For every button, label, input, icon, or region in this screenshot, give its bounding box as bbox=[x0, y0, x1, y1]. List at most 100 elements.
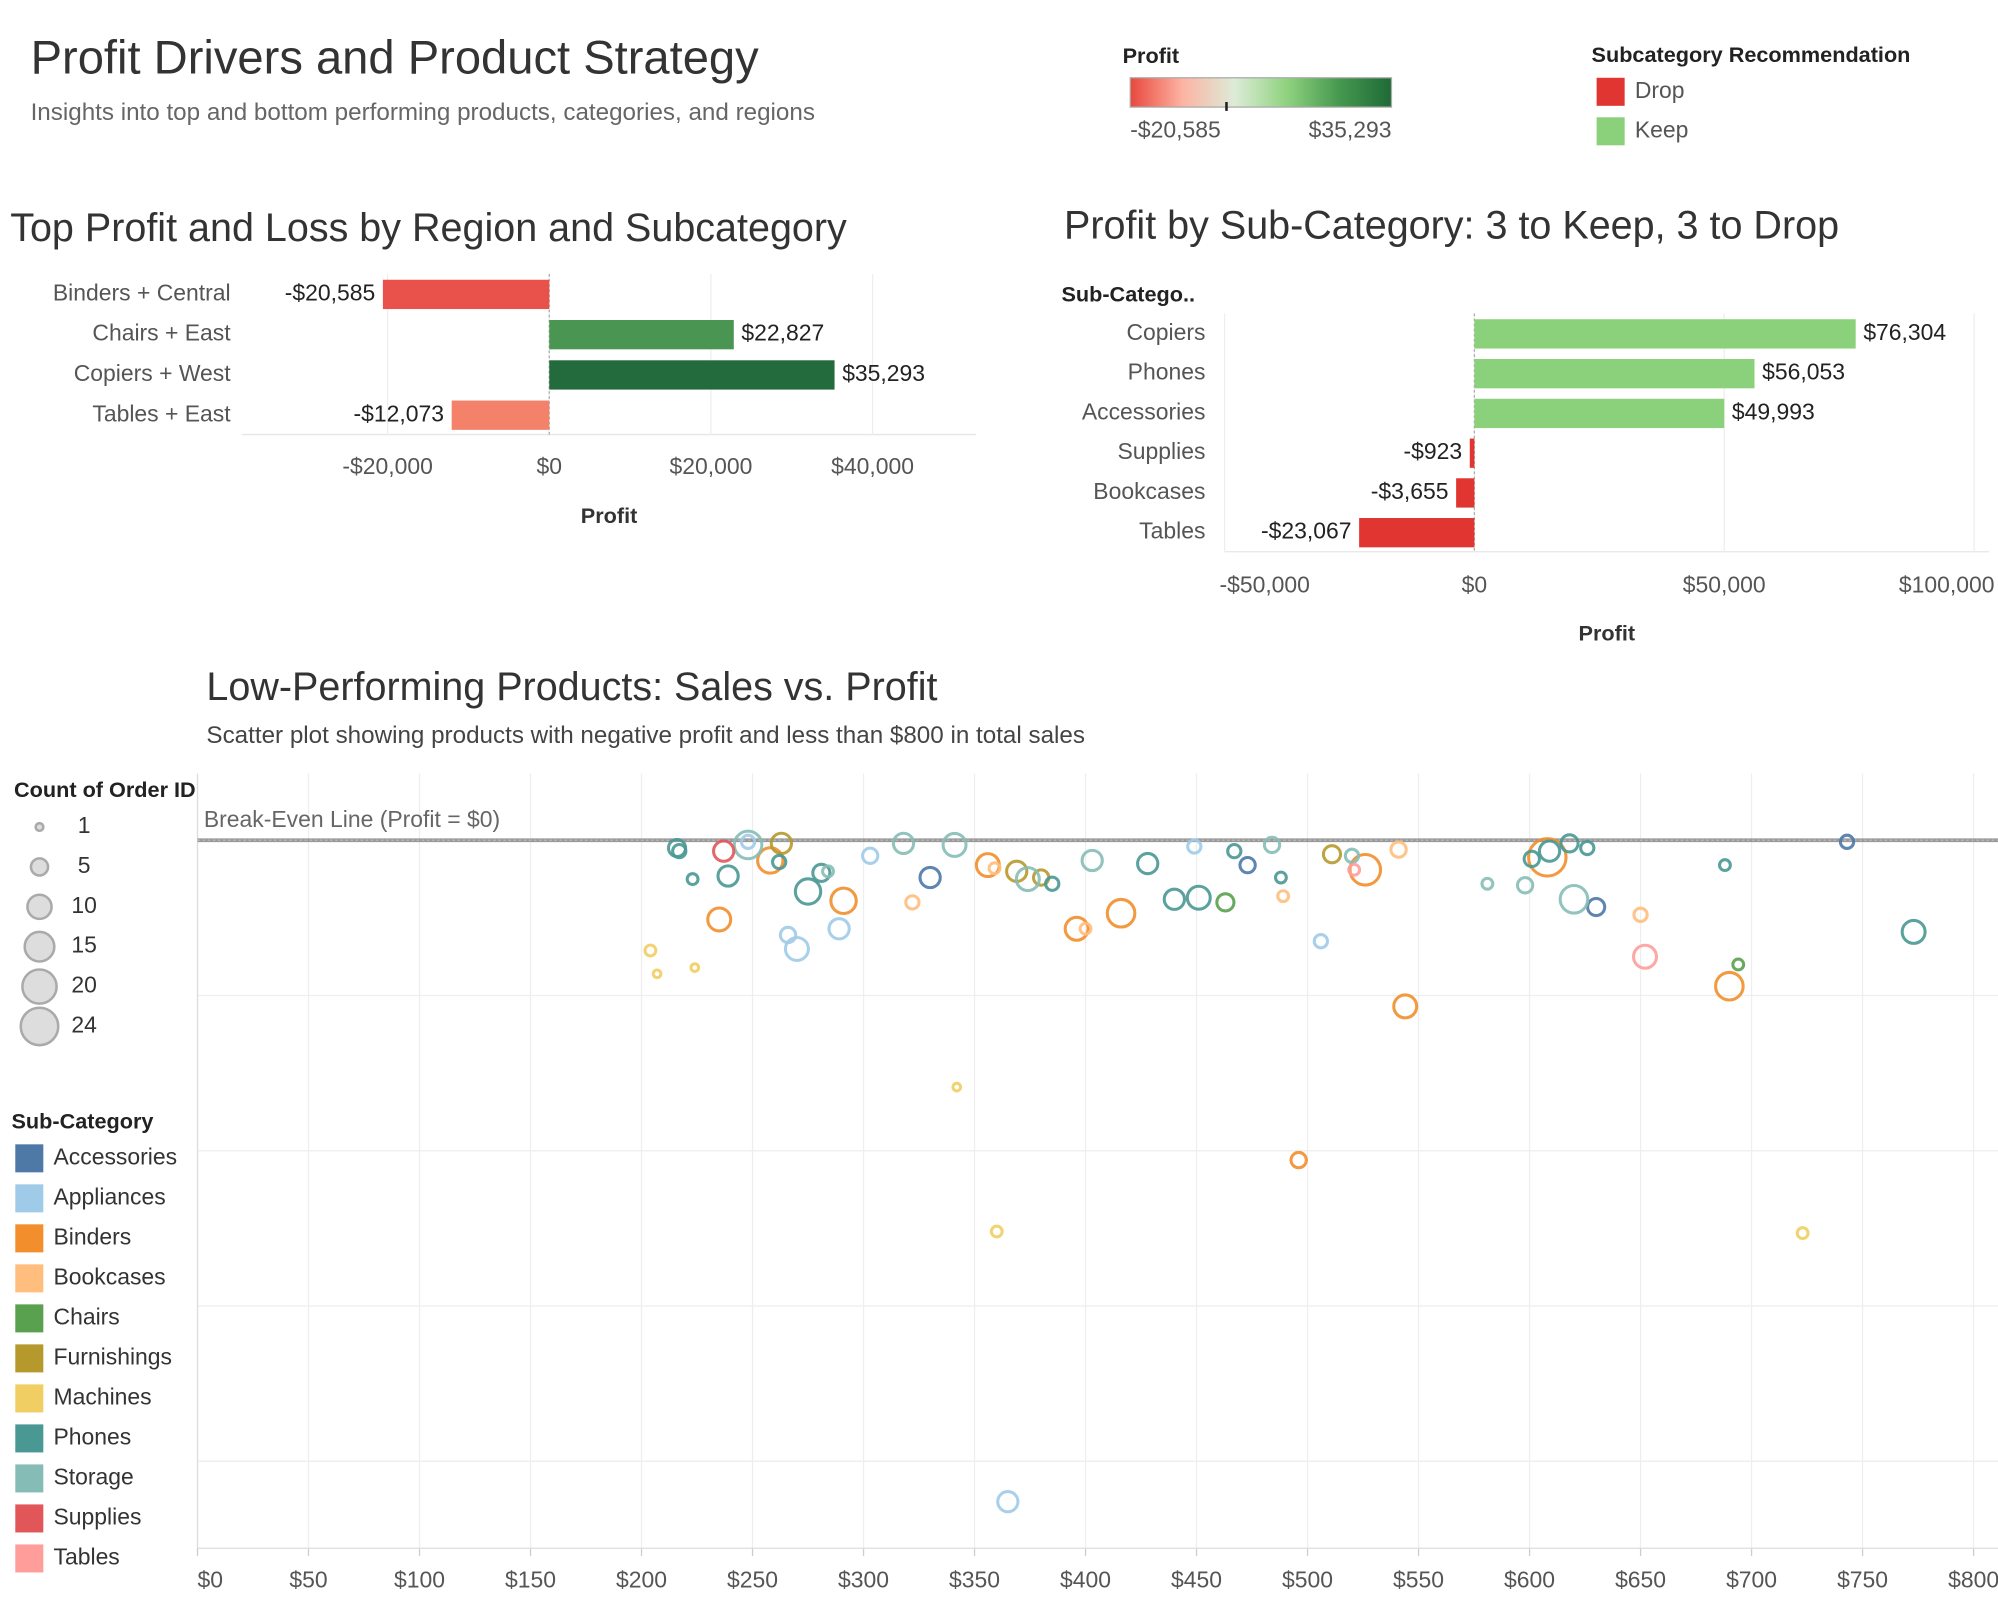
scatter-point bbox=[1276, 889, 1291, 904]
scatter-point bbox=[1392, 993, 1419, 1020]
scatter-point bbox=[756, 846, 785, 875]
x-tick-label: -$50,000 bbox=[1219, 571, 1310, 597]
value-label: -$20,585 bbox=[285, 279, 376, 305]
chart-title: Top Profit and Loss by Region and Subcat… bbox=[10, 206, 847, 250]
size-legend-label: 10 bbox=[71, 892, 97, 918]
scatter-point bbox=[769, 831, 794, 856]
x-tick-label: -$20,000 bbox=[342, 453, 433, 479]
value-label: $22,827 bbox=[741, 320, 824, 346]
legend-title: Sub-Category bbox=[11, 1108, 153, 1133]
scatter-point bbox=[1185, 884, 1212, 911]
scatter-point bbox=[861, 846, 880, 865]
profit-gradient bbox=[1129, 77, 1393, 108]
scatter-point bbox=[1289, 1150, 1308, 1170]
value-label: $76,304 bbox=[1863, 319, 1946, 345]
chart-title: Low-Performing Products: Sales vs. Profi… bbox=[206, 665, 937, 709]
y-tick-label: Supplies bbox=[1117, 438, 1205, 464]
size-legend-mark bbox=[19, 1006, 60, 1047]
bar bbox=[1474, 359, 1755, 389]
scatter-point bbox=[671, 842, 688, 860]
size-legend-mark bbox=[21, 968, 58, 1005]
value-label: -$23,067 bbox=[1261, 518, 1352, 544]
legend-min: -$20,585 bbox=[1130, 116, 1221, 142]
size-legend-label: 20 bbox=[71, 972, 97, 998]
x-tick-label: $350 bbox=[949, 1566, 1000, 1592]
scatter-point bbox=[783, 935, 810, 962]
scatter-point bbox=[1347, 862, 1362, 877]
legend-swatch bbox=[1596, 77, 1625, 106]
x-tick-label: $100 bbox=[394, 1566, 445, 1592]
scatter-point bbox=[1579, 839, 1596, 857]
legend-swatch bbox=[1596, 117, 1625, 146]
legend-swatch bbox=[15, 1384, 44, 1413]
scatter-point bbox=[1480, 876, 1495, 891]
legend-swatch bbox=[15, 1224, 44, 1253]
scatter-point bbox=[1522, 849, 1541, 869]
y-tick-label: Copiers + West bbox=[74, 360, 232, 386]
x-tick-label: $0 bbox=[198, 1566, 224, 1592]
scatter-point bbox=[829, 886, 858, 916]
scatter-point bbox=[1078, 921, 1093, 936]
value-label: -$923 bbox=[1403, 438, 1462, 464]
legend-swatch bbox=[15, 1504, 44, 1533]
bar bbox=[1359, 518, 1475, 548]
legend-title: Subcategory Recommendation bbox=[1592, 42, 1911, 67]
legend-swatch bbox=[15, 1264, 44, 1293]
scatter-point bbox=[1632, 906, 1649, 923]
scatter-point bbox=[712, 839, 736, 863]
x-tick-label: $450 bbox=[1171, 1566, 1222, 1592]
scatter-point bbox=[891, 831, 916, 856]
x-tick-label: $150 bbox=[505, 1566, 556, 1592]
x-tick-label: $600 bbox=[1504, 1566, 1555, 1592]
legend-label: Chairs bbox=[54, 1303, 120, 1329]
x-tick-label: $750 bbox=[1837, 1566, 1888, 1592]
legend-label: Machines bbox=[54, 1383, 152, 1409]
bar bbox=[451, 400, 550, 430]
size-legend-mark bbox=[29, 857, 50, 877]
bar bbox=[1469, 438, 1475, 468]
scatter-point bbox=[821, 864, 835, 879]
legend-label: Furnishings bbox=[54, 1343, 172, 1369]
scatter-point bbox=[1186, 838, 1203, 855]
scatter-point bbox=[904, 894, 921, 911]
y-tick-label: Tables bbox=[1139, 518, 1205, 544]
legend-swatch bbox=[15, 1144, 44, 1173]
legend-label: Keep bbox=[1635, 116, 1689, 142]
scatter-point bbox=[1226, 842, 1243, 860]
scatter-point bbox=[827, 917, 851, 941]
y-tick-label: Binders + Central bbox=[53, 279, 231, 305]
size-legend-label: 15 bbox=[71, 932, 97, 958]
size-legend-mark bbox=[34, 821, 45, 833]
value-label: $56,053 bbox=[1762, 359, 1845, 385]
scatter-point bbox=[1162, 887, 1186, 911]
legend-label: Supplies bbox=[54, 1503, 142, 1529]
x-axis-title: Profit bbox=[581, 503, 638, 528]
size-legend-mark bbox=[26, 893, 53, 921]
scatter-point bbox=[1321, 844, 1343, 865]
scatter-point bbox=[706, 906, 733, 933]
scatter-point bbox=[1389, 840, 1408, 859]
x-axis-title: Profit bbox=[1579, 620, 1636, 645]
scatter-point bbox=[1900, 918, 1927, 945]
legend-label: Storage bbox=[54, 1463, 134, 1489]
value-label: -$3,655 bbox=[1371, 478, 1449, 504]
scatter-point bbox=[689, 962, 701, 973]
legend-max: $35,293 bbox=[1309, 116, 1392, 142]
scatter-point bbox=[1586, 896, 1607, 918]
x-tick-label: $20,000 bbox=[670, 453, 753, 479]
legend-swatch bbox=[15, 1464, 44, 1493]
scatter-point bbox=[941, 831, 968, 858]
x-tick-label: $0 bbox=[537, 453, 563, 479]
x-tick-label: $300 bbox=[838, 1566, 889, 1592]
x-tick-label: $200 bbox=[616, 1566, 667, 1592]
value-label: $49,993 bbox=[1732, 398, 1815, 424]
scatter-point bbox=[1714, 970, 1745, 1002]
scatter-point bbox=[685, 872, 700, 887]
scatter-point bbox=[1527, 837, 1568, 878]
x-tick-label: $250 bbox=[727, 1566, 778, 1592]
legend-swatch bbox=[15, 1184, 44, 1213]
bar bbox=[549, 360, 835, 390]
scatter-point bbox=[1717, 858, 1732, 873]
size-legend-label: 24 bbox=[71, 1012, 97, 1038]
